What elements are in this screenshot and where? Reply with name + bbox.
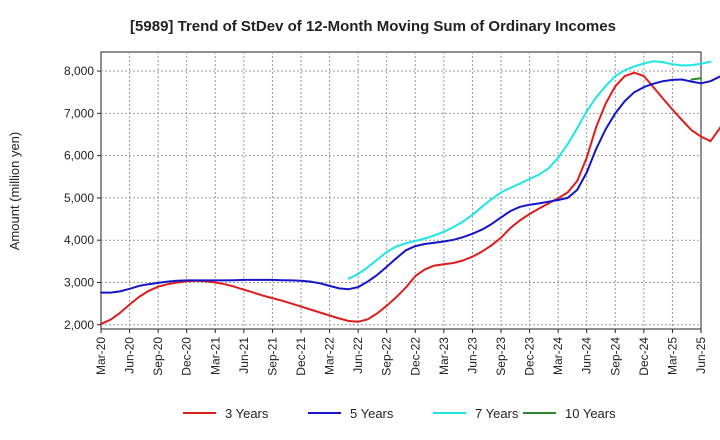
x-tick-label: Jun-22 [351, 337, 365, 374]
x-tick-label: Sep-21 [265, 337, 279, 376]
x-axis-ticks: Mar-20 Jun-20 Sep-20 Dec-20 Mar-21 Jun-21 Sep-… [94, 329, 708, 376]
x-tick-label: Jun-21 [237, 337, 251, 374]
series-lines [100, 60, 720, 325]
x-tick-label: Mar-23 [437, 337, 451, 375]
y-tick-label: 6,000 [64, 149, 94, 163]
x-tick-label: Mar-21 [208, 337, 222, 375]
legend-label: 3 Years [225, 406, 269, 421]
series-line-5-years [100, 75, 720, 294]
x-tick-label: Dec-20 [180, 337, 194, 376]
x-tick-label: Dec-23 [523, 337, 537, 376]
x-tick-label: Sep-24 [608, 337, 622, 376]
x-tick-label: Jun-25 [694, 337, 708, 374]
legend-label: 10 Years [565, 406, 616, 421]
legend-label: 5 Years [350, 406, 394, 421]
x-tick-label: Dec-22 [408, 337, 422, 376]
x-tick-label: Sep-22 [380, 337, 394, 376]
y-axis-ticks: 2,000 3,000 4,000 5,000 6,000 7,000 8,000 [64, 64, 101, 332]
x-tick-label: Mar-25 [665, 337, 679, 375]
series-line-7-years [347, 60, 712, 280]
x-tick-label: Sep-20 [151, 337, 165, 376]
series-line-3-years [100, 71, 720, 325]
chart-title: [5989] Trend of StDev of 12-Month Moving… [130, 18, 616, 35]
x-tick-label: Dec-21 [294, 337, 308, 376]
series-line-10-years [690, 77, 702, 81]
x-tick-label: Jun-20 [123, 337, 137, 374]
x-tick-label: Sep-23 [494, 337, 508, 376]
legend: 3 Years 5 Years 7 Years 10 Years [183, 406, 616, 421]
x-tick-label: Mar-20 [94, 337, 108, 375]
x-tick-label: Dec-24 [637, 337, 651, 376]
y-tick-label: 2,000 [64, 318, 94, 332]
y-axis-label: Amount (million yen) [7, 132, 22, 251]
legend-label: 7 Years [475, 406, 519, 421]
y-tick-label: 5,000 [64, 191, 94, 205]
x-tick-label: Mar-22 [323, 337, 337, 375]
x-tick-label: Jun-23 [465, 337, 479, 374]
y-tick-label: 7,000 [64, 106, 94, 120]
x-tick-label: Jun-24 [580, 337, 594, 374]
y-tick-label: 8,000 [64, 64, 94, 78]
y-tick-label: 4,000 [64, 233, 94, 247]
x-tick-label: Mar-24 [551, 337, 565, 375]
y-tick-label: 3,000 [64, 275, 94, 289]
